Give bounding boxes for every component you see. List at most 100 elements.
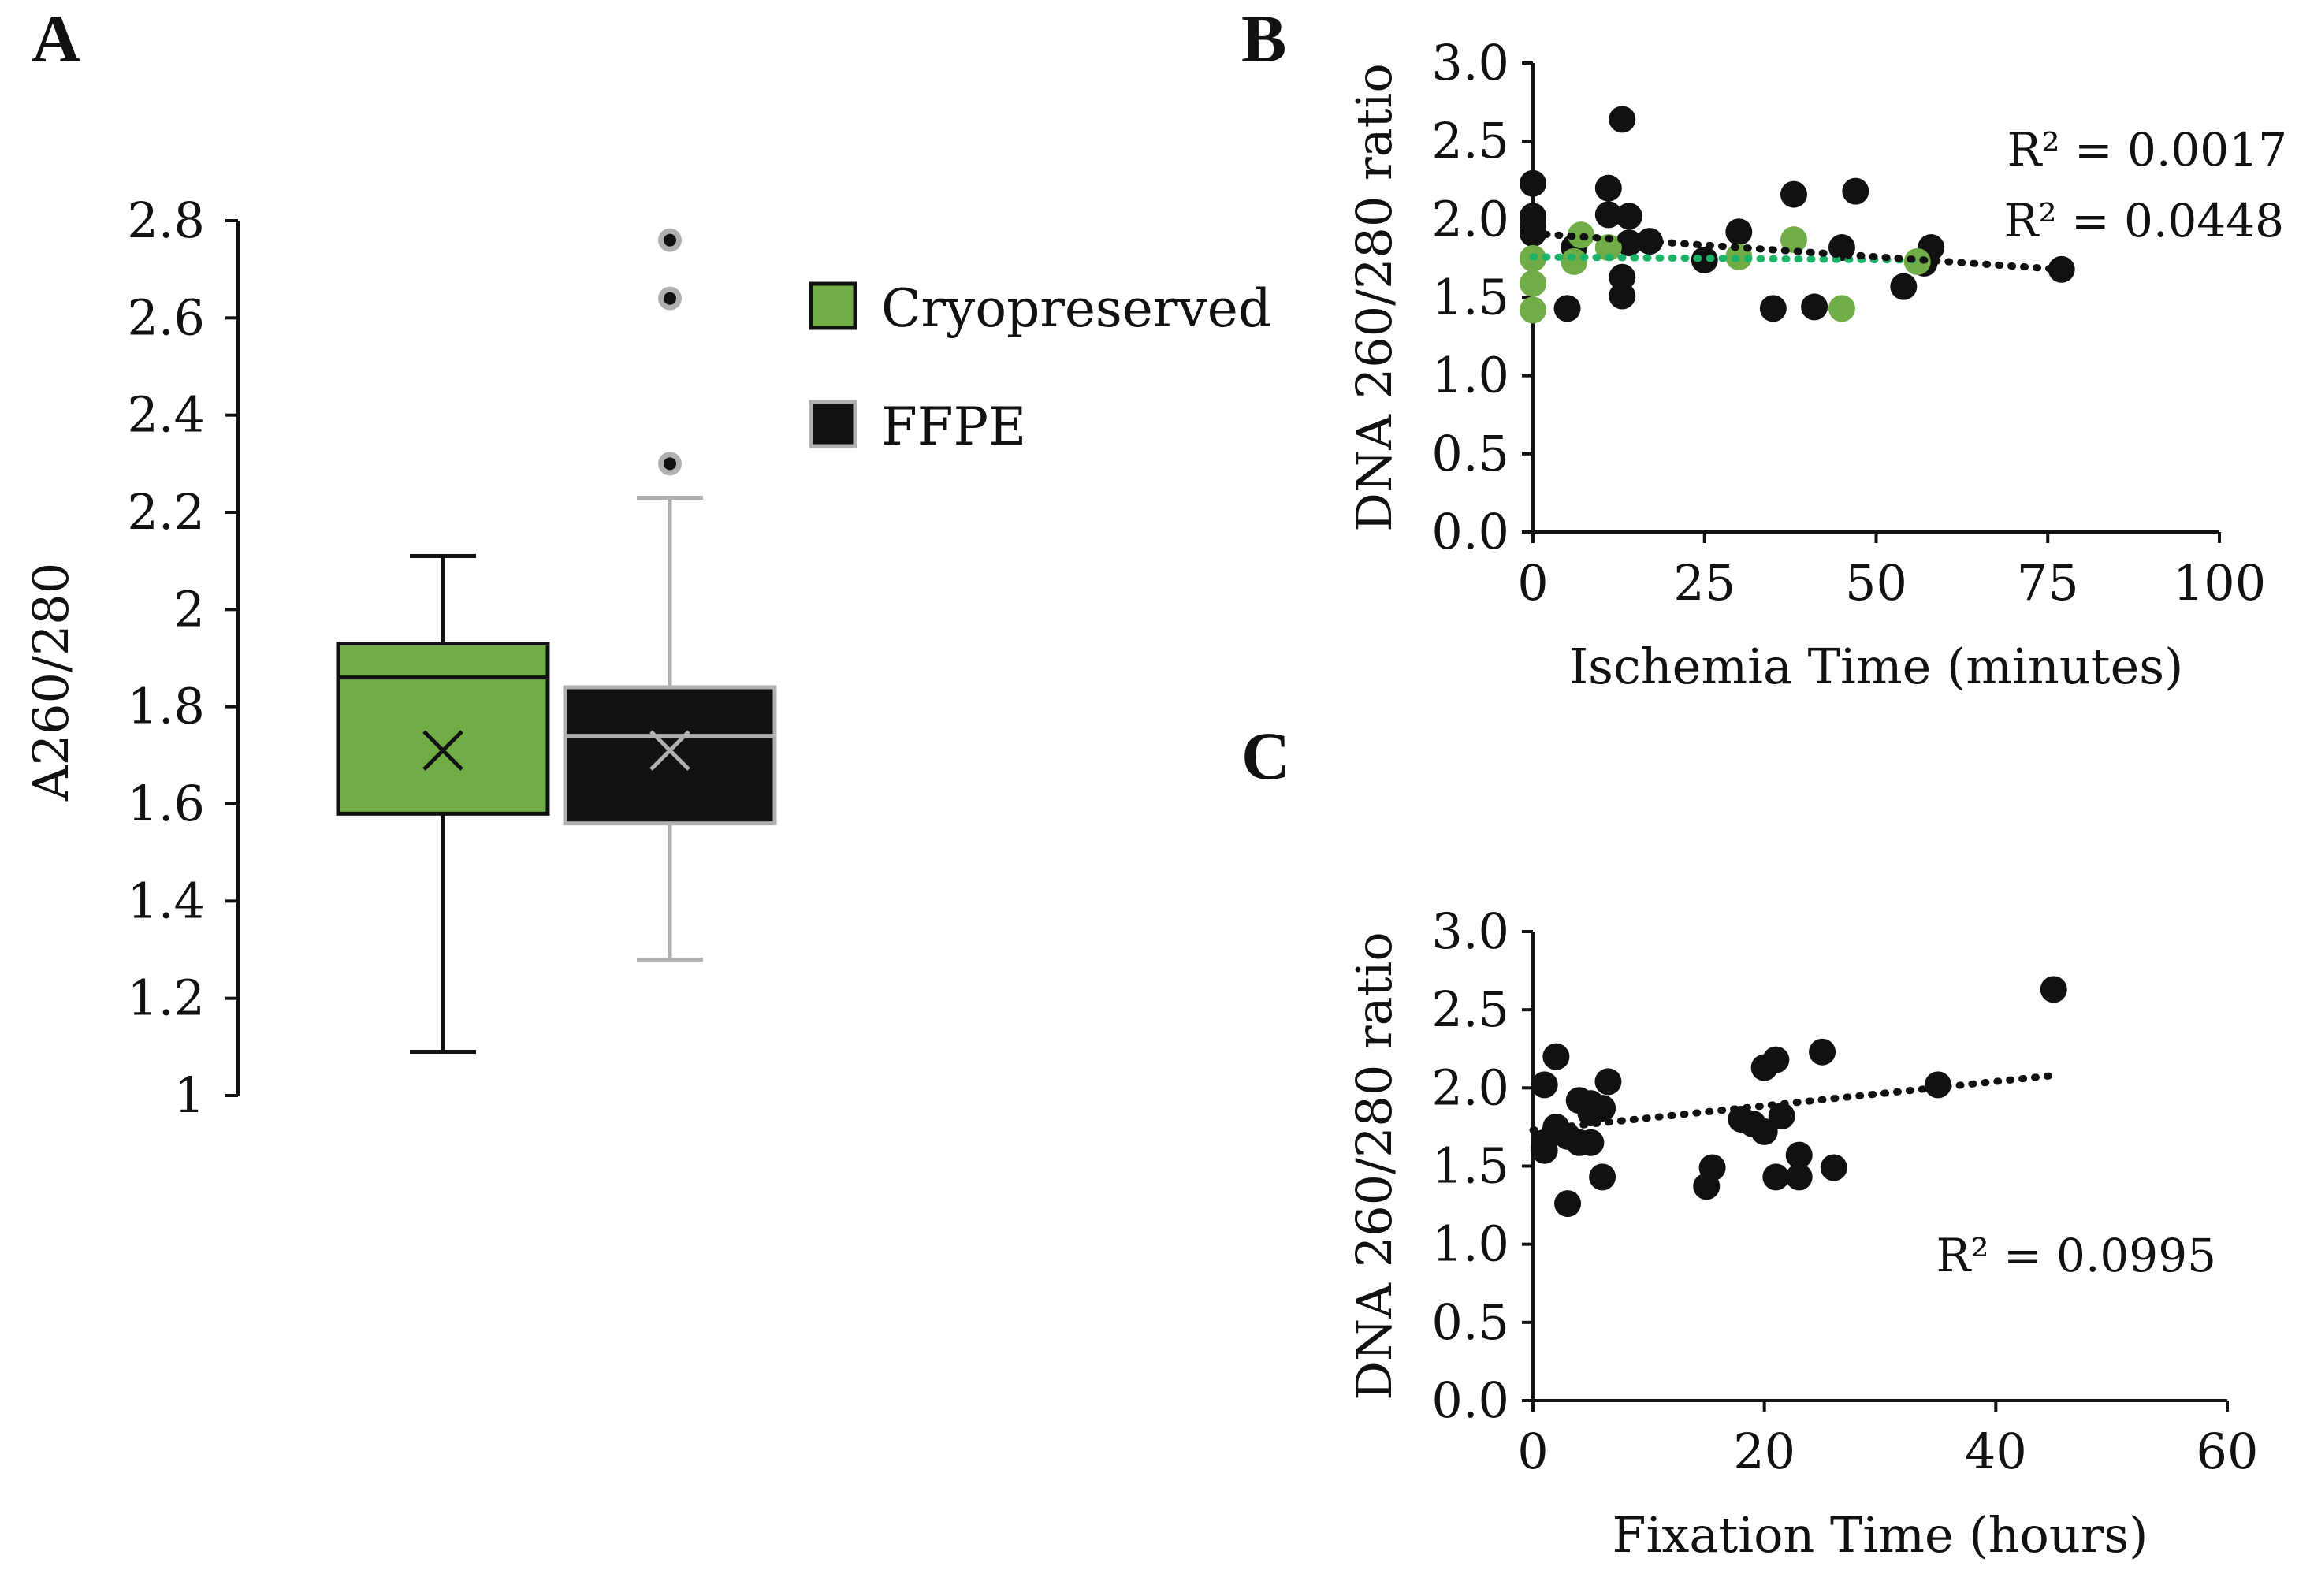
x-axis-title: Ischemia Time (minutes) — [1569, 638, 2184, 695]
legend-label: Cryopreserved — [881, 278, 1271, 339]
data-point — [1762, 1163, 1790, 1191]
data-point — [1594, 201, 1622, 229]
data-point — [2040, 976, 2067, 1003]
legend-label: FFPE — [881, 396, 1026, 457]
data-point — [1589, 1163, 1616, 1191]
panel-letter-b: B — [1241, 1, 1286, 76]
data-point — [1594, 234, 1622, 262]
x-tick-label: 40 — [1965, 1423, 2027, 1480]
data-point — [1801, 293, 1828, 321]
y-tick-label: 2.5 — [1431, 980, 1509, 1038]
data-point — [1520, 296, 1546, 324]
boxplot-panel-a: 1 1.2 1.4 1.6 1.8 2 2.2 2.4 2.6 2.8 A260/280 Cryopr… — [22, 192, 1271, 1124]
y-tick-label: 0.5 — [1431, 425, 1509, 482]
data-point — [1542, 1043, 1570, 1070]
data-point — [1759, 295, 1787, 322]
series-ffpe — [1531, 976, 2067, 1218]
data-point — [1609, 106, 1636, 133]
y-tick-label: 1.0 — [1431, 347, 1509, 404]
y-tick-label: 3.0 — [1431, 34, 1509, 91]
data-point — [1531, 1071, 1558, 1099]
r-squared-annotation: R² = 0.0017 — [2007, 123, 2287, 177]
y-tick-label: 0.0 — [1431, 1371, 1509, 1429]
trendline-ffpe — [1529, 1071, 2058, 1134]
data-point — [1842, 177, 1869, 205]
data-point — [1785, 1141, 1813, 1169]
data-point — [1903, 247, 1931, 275]
y-tick-label: 2 — [174, 580, 205, 638]
box-iqr — [336, 642, 550, 816]
data-point — [1589, 1095, 1616, 1122]
y-tick-label: 0.0 — [1431, 503, 1509, 560]
x-tick-label: 100 — [2173, 554, 2266, 612]
y-tick-label: 1.5 — [1431, 1137, 1509, 1195]
x-tick-label: 0 — [1517, 1423, 1548, 1480]
outlier-point-core — [664, 292, 676, 305]
y-tick-label: 1 — [174, 1066, 205, 1124]
data-point — [1762, 1046, 1790, 1073]
data-point — [1780, 226, 1807, 254]
x-tick-label: 60 — [2197, 1423, 2259, 1480]
panel-letter-c: C — [1241, 718, 1290, 794]
legend-swatch — [809, 281, 857, 330]
mean-marker — [649, 730, 690, 771]
data-point — [1725, 218, 1753, 246]
r-squared-annotation: R² = 0.0448 — [2004, 194, 2284, 247]
data-point — [1691, 246, 1718, 273]
data-point — [1561, 247, 1588, 275]
trendline-cryopreserved — [1529, 253, 1921, 264]
y-tick-label: 2.0 — [1431, 1058, 1509, 1116]
panel-letter-a: A — [32, 1, 80, 76]
outlier-point-core — [664, 233, 676, 247]
y-axis-title: DNA 260/280 ratio — [1345, 932, 1403, 1400]
scatter-panel-b: 0.0 0.5 1.0 1.5 2.0 2.5 3.0 0 25 50 75 100 Ischemia … — [1345, 34, 2287, 695]
outlier-point-core — [664, 457, 676, 471]
y-tick-label: 2.5 — [1431, 112, 1509, 169]
box-ffpe — [563, 228, 777, 962]
y-tick-label: 1.6 — [127, 775, 205, 832]
data-point — [1594, 174, 1622, 202]
data-point — [1780, 180, 1807, 208]
data-point — [1785, 1163, 1813, 1191]
data-point — [1809, 1038, 1836, 1066]
data-point — [1750, 1118, 1778, 1145]
y-tick-label: 1.5 — [1431, 269, 1509, 326]
data-point — [1924, 1071, 1951, 1099]
x-axis-title: Fixation Time (hours) — [1613, 1506, 2148, 1564]
y-tick-label: 0.5 — [1431, 1293, 1509, 1351]
scatter-panel-c: 0.0 0.5 1.0 1.5 2.0 2.5 3.0 0 20 40 60 Fixation Tim… — [1345, 902, 2258, 1564]
data-point — [1768, 1103, 1795, 1130]
y-tick-label: 2.4 — [127, 386, 205, 444]
data-point — [1615, 203, 1642, 230]
x-tick-label: 25 — [1673, 554, 1735, 612]
mean-marker — [422, 730, 463, 771]
data-point — [1609, 263, 1636, 291]
y-tick-label: 1.0 — [1431, 1215, 1509, 1273]
y-tick-label: 1.8 — [127, 678, 205, 735]
trendline-ffpe — [1529, 229, 2066, 273]
legend-swatch — [809, 400, 857, 448]
data-point — [1520, 169, 1546, 197]
y-tick-label: 2.6 — [127, 288, 205, 346]
data-point — [1594, 1068, 1622, 1096]
box-cryopreserved — [336, 554, 550, 1054]
x-tick-label: 50 — [1845, 554, 1907, 612]
y-tick-label: 1.4 — [127, 872, 205, 929]
y-tick-label: 2.0 — [1431, 190, 1509, 247]
data-point — [1520, 270, 1546, 297]
data-point — [1609, 282, 1636, 310]
y-tick-label: 2.8 — [127, 192, 205, 249]
y-tick-label: 2.2 — [127, 483, 205, 541]
data-point — [1554, 1190, 1582, 1218]
data-point — [1553, 295, 1581, 322]
data-point — [1698, 1154, 1726, 1181]
x-tick-label: 20 — [1733, 1423, 1795, 1480]
data-point — [1577, 1129, 1605, 1156]
y-tick-label: 1.2 — [127, 969, 205, 1027]
legend-a: Cryopreserved FFPE — [809, 278, 1271, 457]
y-axis-title-a: A260/280 — [22, 563, 80, 802]
box-iqr — [563, 685, 777, 826]
y-axis-title: DNA 260/280 ratio — [1345, 63, 1403, 531]
x-tick-label: 0 — [1517, 554, 1548, 612]
y-tick-label: 3.0 — [1431, 902, 1509, 960]
